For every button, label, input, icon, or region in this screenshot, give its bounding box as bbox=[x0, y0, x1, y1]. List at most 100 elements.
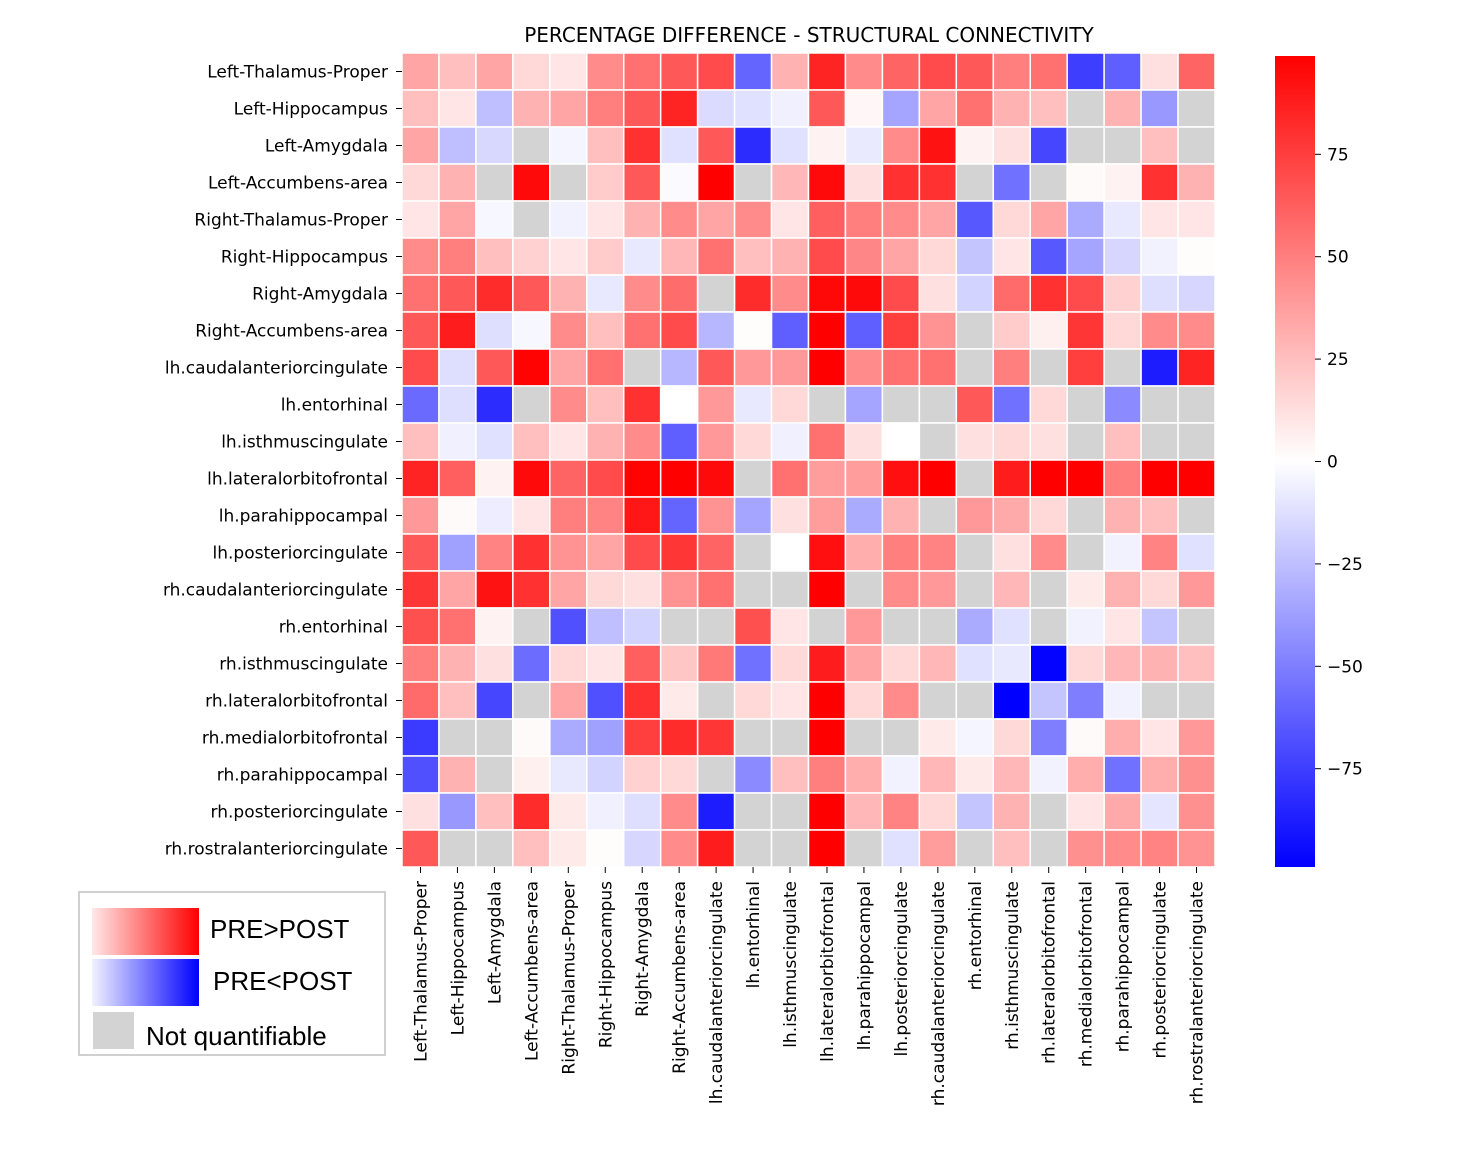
x-tick-label: rh.entorhinal bbox=[966, 881, 986, 990]
heatmap-cell bbox=[1140, 163, 1179, 202]
heatmap-cell bbox=[807, 163, 847, 202]
heatmap-cell bbox=[549, 644, 588, 683]
heatmap-cell bbox=[475, 533, 514, 572]
x-tick-label: Left-Thalamus-Proper bbox=[411, 881, 431, 1062]
heatmap-cell bbox=[1066, 607, 1105, 646]
heatmap-cell bbox=[1103, 89, 1142, 128]
heatmap-cell bbox=[401, 459, 440, 498]
heatmap-cell bbox=[807, 496, 847, 535]
heatmap-cell bbox=[512, 644, 551, 683]
heatmap-cell bbox=[1029, 533, 1068, 572]
heatmap-cell bbox=[770, 126, 810, 165]
heatmap-cell bbox=[549, 459, 588, 498]
heatmap-cell bbox=[475, 755, 514, 794]
heatmap-cell bbox=[918, 829, 958, 868]
heatmap-cell bbox=[438, 274, 477, 313]
heatmap-cell bbox=[622, 607, 662, 646]
heatmap-cell bbox=[807, 237, 847, 276]
x-axis-labels: Left-Thalamus-Proper Left-Hippocampus Left… bbox=[411, 867, 1208, 1106]
x-tick-label: lh.entorhinal bbox=[744, 881, 764, 988]
heatmap-cell bbox=[475, 718, 514, 757]
heatmap-cell bbox=[1103, 607, 1142, 646]
heatmap-cell bbox=[659, 237, 699, 276]
heatmap-cell bbox=[844, 126, 884, 165]
heatmap-cell bbox=[1103, 52, 1142, 91]
heatmap-cell bbox=[696, 755, 736, 794]
heatmap-cell bbox=[733, 422, 773, 461]
heatmap-cell bbox=[918, 163, 958, 202]
heatmap-cell bbox=[1177, 52, 1216, 91]
heatmap-cell bbox=[918, 385, 958, 424]
x-tick-label: Left-Accumbens-area bbox=[522, 881, 542, 1061]
heatmap-cell bbox=[475, 385, 514, 424]
heatmap-cell bbox=[1177, 163, 1216, 202]
heatmap-cell bbox=[992, 126, 1031, 165]
heatmap-cell bbox=[549, 681, 588, 720]
x-tick-label: rh.isthmuscingulate bbox=[1003, 881, 1023, 1050]
heatmap-cell bbox=[992, 163, 1031, 202]
heatmap-cell bbox=[881, 644, 921, 683]
heatmap-cell bbox=[438, 126, 477, 165]
heatmap-cell bbox=[807, 459, 847, 498]
heatmap-cell bbox=[1177, 126, 1216, 165]
heatmap-cell bbox=[733, 718, 773, 757]
heatmap-cell bbox=[549, 126, 588, 165]
heatmap-cell bbox=[1103, 237, 1142, 276]
heatmap-cell bbox=[696, 829, 736, 868]
heatmap-cell bbox=[992, 792, 1031, 831]
heatmap-cell bbox=[549, 570, 588, 609]
heatmap-cell bbox=[844, 52, 884, 91]
y-tick-label: Right-Amygdala bbox=[252, 285, 388, 305]
heatmap-cell bbox=[512, 311, 551, 350]
heatmap-cell bbox=[992, 681, 1031, 720]
heatmap-cell bbox=[586, 718, 625, 757]
heatmap-cell bbox=[733, 52, 773, 91]
heatmap-cell bbox=[586, 755, 625, 794]
heatmap-cell bbox=[622, 681, 662, 720]
heatmap-cell bbox=[1066, 385, 1105, 424]
heatmap-cell bbox=[844, 755, 884, 794]
y-tick-label: rh.caudalanteriorcingulate bbox=[163, 581, 388, 601]
heatmap-cell bbox=[1029, 126, 1068, 165]
heatmap-cell bbox=[401, 89, 440, 128]
heatmap-cell bbox=[586, 533, 625, 572]
heatmap-cell bbox=[1029, 200, 1068, 239]
y-tick-label: lh.parahippocampal bbox=[219, 507, 388, 527]
heatmap-cell bbox=[401, 755, 440, 794]
x-tick-label: Right-Thalamus-Proper bbox=[559, 881, 579, 1075]
legend-label-pre-greater: PRE>POST bbox=[210, 914, 350, 944]
heatmap-cell bbox=[586, 644, 625, 683]
heatmap-cell bbox=[1103, 829, 1142, 868]
heatmap-cell bbox=[881, 89, 921, 128]
heatmap-cell bbox=[622, 459, 662, 498]
heatmap-cell bbox=[770, 829, 810, 868]
heatmap-cell bbox=[659, 385, 699, 424]
heatmap-cell bbox=[401, 570, 440, 609]
heatmap-cell bbox=[770, 200, 810, 239]
heatmap-cell bbox=[918, 570, 958, 609]
heatmap-cell bbox=[475, 348, 514, 387]
heatmap-cell bbox=[918, 274, 958, 313]
heatmap-cell bbox=[881, 755, 921, 794]
heatmap-cell bbox=[401, 607, 440, 646]
heatmap-cell bbox=[622, 644, 662, 683]
heatmap-cell bbox=[955, 237, 995, 276]
heatmap-cell bbox=[512, 755, 551, 794]
heatmap-cell bbox=[512, 792, 551, 831]
heatmap-cell bbox=[696, 52, 736, 91]
heatmap-cell bbox=[1140, 274, 1179, 313]
heatmap-cell bbox=[438, 348, 477, 387]
heatmap-cell bbox=[1066, 755, 1105, 794]
x-tick-label: lh.isthmuscingulate bbox=[781, 881, 801, 1048]
heatmap-cell bbox=[549, 348, 588, 387]
heatmap-cell bbox=[622, 311, 662, 350]
heatmap-cell bbox=[696, 274, 736, 313]
heatmap-cell bbox=[955, 89, 995, 128]
heatmap-cell bbox=[1103, 496, 1142, 535]
heatmap-cell bbox=[770, 385, 810, 424]
x-tick-label: rh.parahippocampal bbox=[1114, 881, 1134, 1052]
heatmap-cell bbox=[438, 718, 477, 757]
heatmap-cell bbox=[1029, 52, 1068, 91]
heatmap-cell bbox=[807, 274, 847, 313]
heatmap-cell bbox=[438, 681, 477, 720]
